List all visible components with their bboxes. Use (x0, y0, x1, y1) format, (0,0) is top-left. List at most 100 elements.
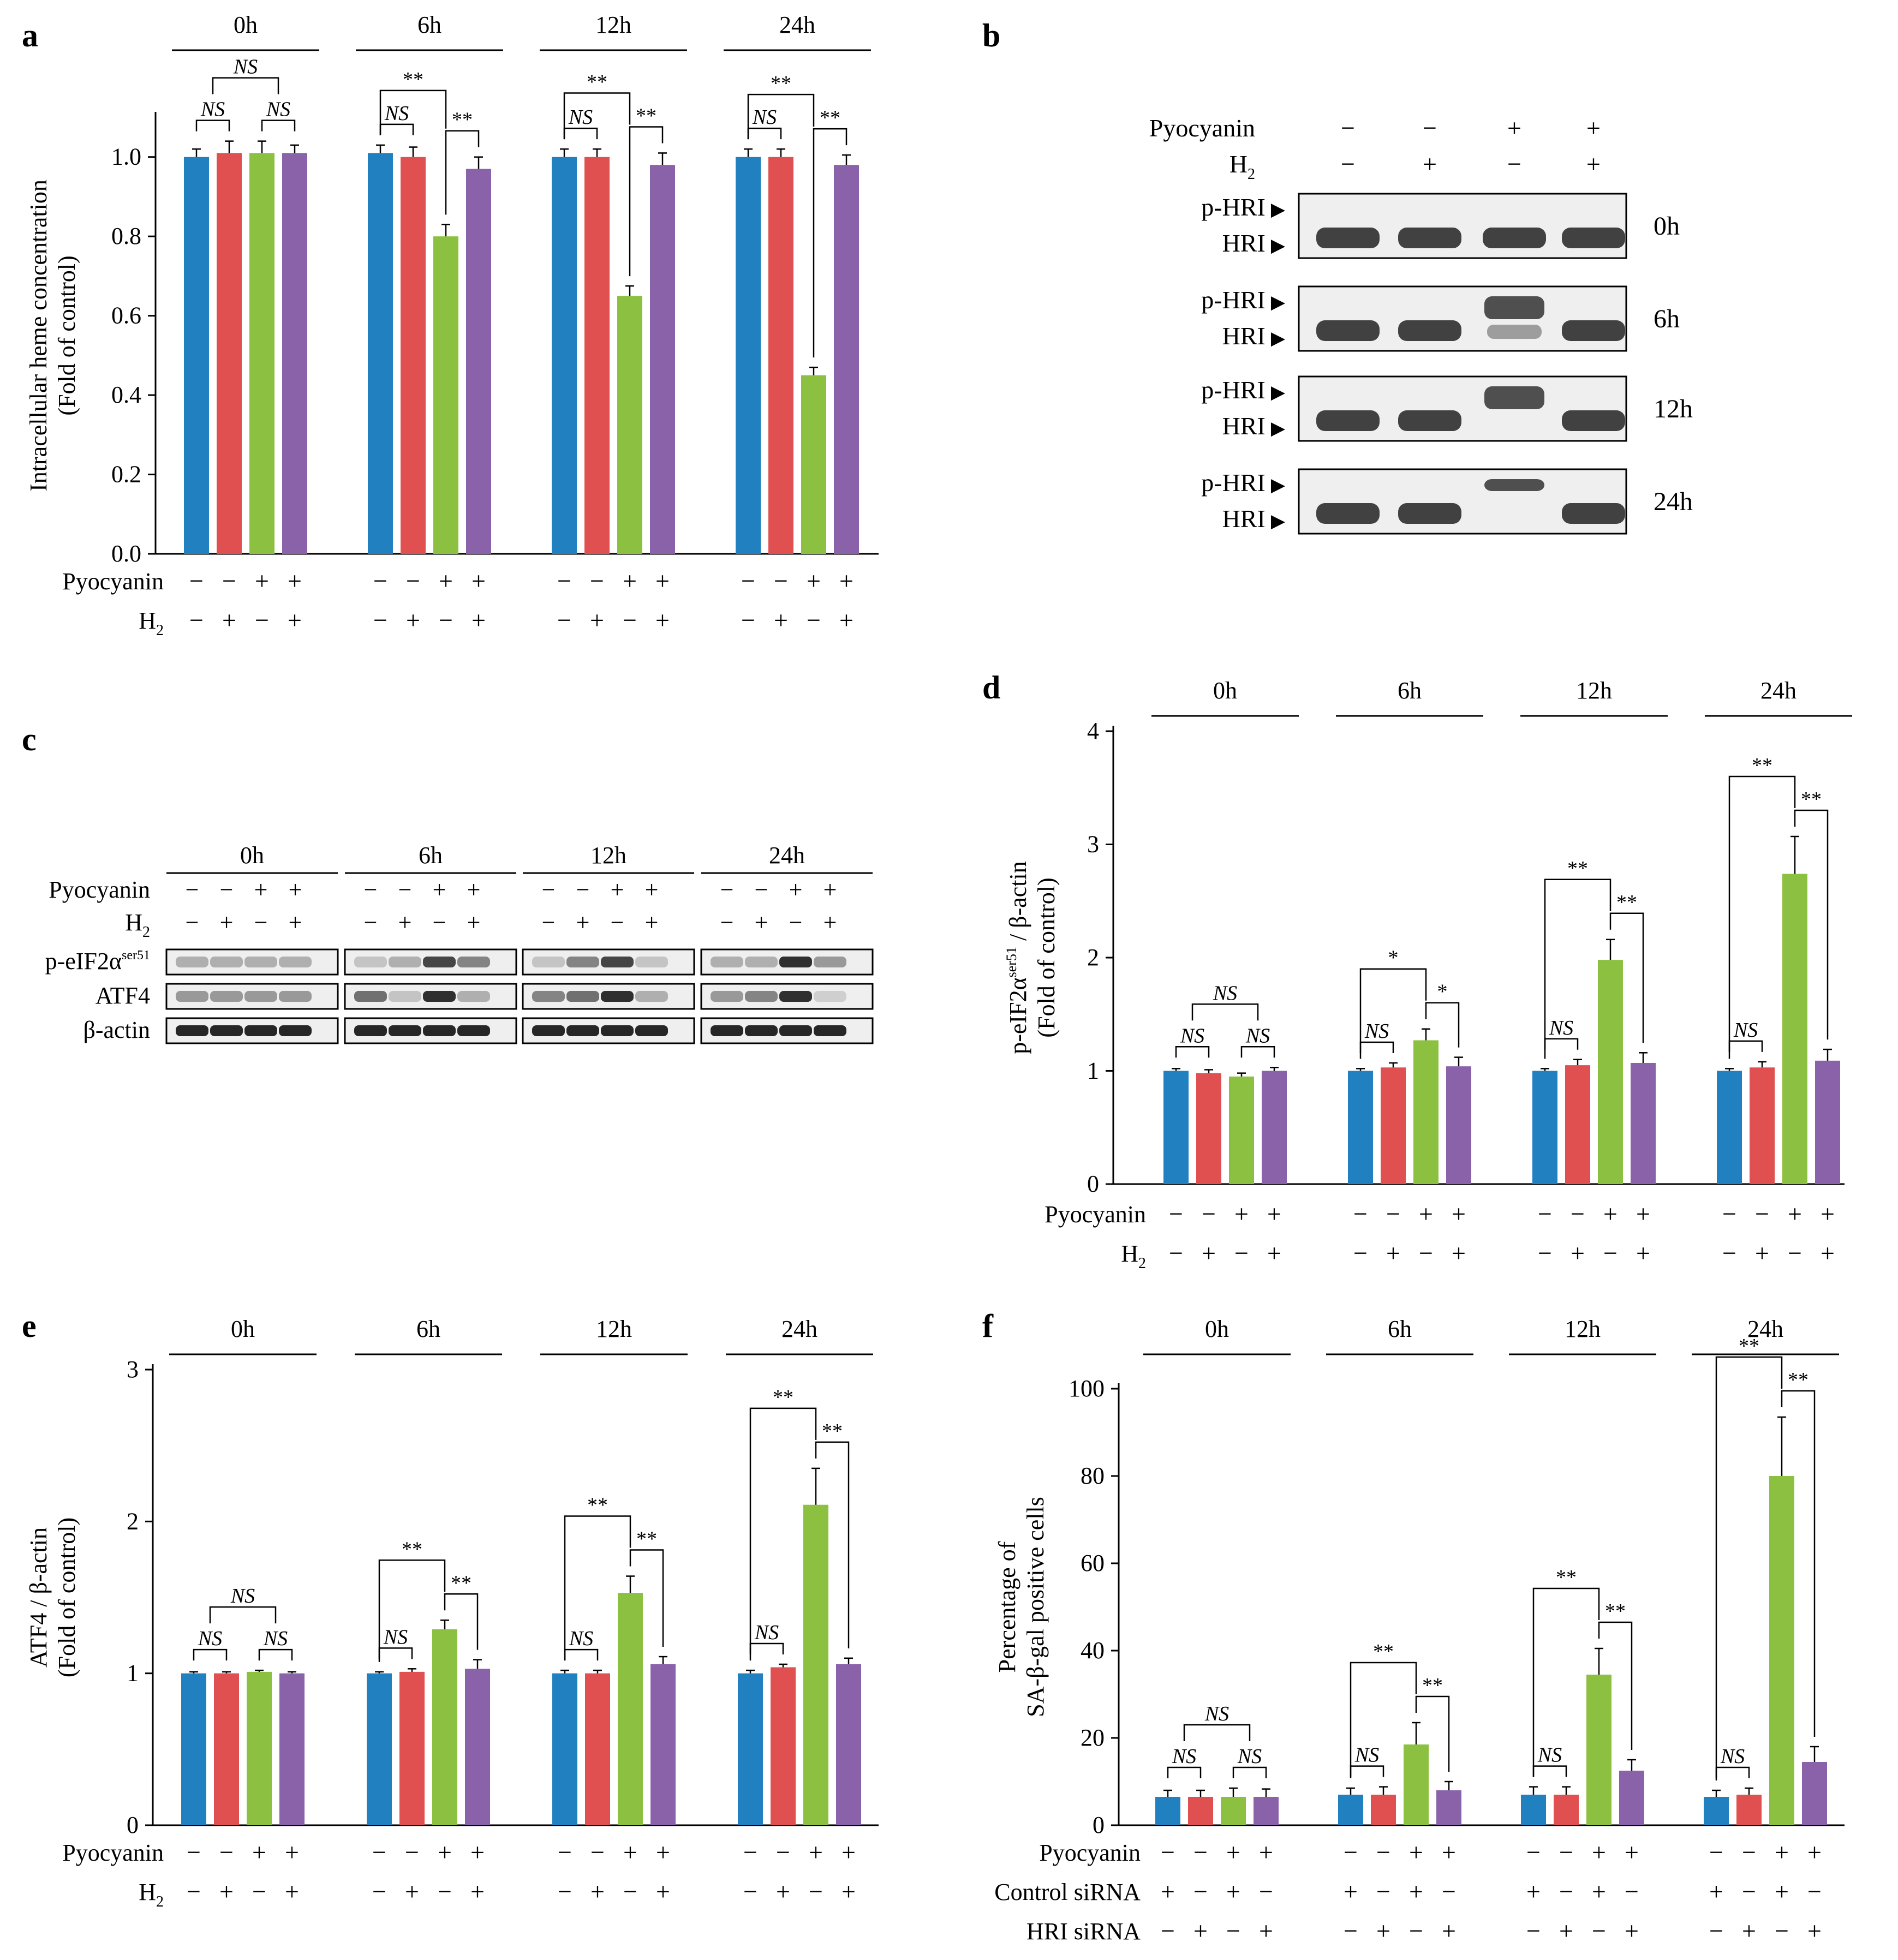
sig-bracket (815, 1441, 850, 1648)
condition-sign: + (1592, 1838, 1606, 1866)
sig-label: ** (587, 1494, 608, 1517)
condition-sign: − (558, 1838, 572, 1866)
blot-c-sign: − (254, 909, 268, 936)
condition-sign: + (1709, 1878, 1723, 1905)
sig-label: NS (1720, 1745, 1745, 1768)
sig-label: ** (820, 106, 840, 129)
condition-sign: + (439, 567, 453, 595)
bar-green-0h (1229, 1076, 1254, 1184)
group-header-12h: 12h (1576, 677, 1612, 704)
condition-sign: + (288, 567, 302, 595)
band-hri (1562, 503, 1625, 524)
group-header-24h: 24h (1760, 677, 1796, 704)
blot-c-band (601, 957, 634, 967)
sig-label: ** (1556, 1566, 1577, 1589)
condition-sign: + (1419, 1200, 1433, 1228)
sig-label: ** (452, 109, 473, 132)
condition-sign: + (1409, 1838, 1423, 1866)
condition-sign: − (405, 1838, 419, 1866)
condition-sign: − (1161, 1917, 1175, 1945)
blot-c-band (566, 1025, 599, 1036)
condition-sign: + (655, 567, 670, 595)
blot-c-condition-label: H2 (125, 909, 150, 941)
condition-sign: + (285, 1838, 299, 1866)
bar-blue-0h (1163, 1071, 1189, 1184)
sig-bracket (1728, 775, 1796, 1059)
blot-c-sign: + (433, 876, 446, 903)
blot-c-sign: + (755, 909, 768, 936)
group-header-24h: 24h (1747, 1316, 1783, 1342)
bar-purple-6h (465, 1669, 490, 1825)
bar-blue-12h (552, 1673, 577, 1825)
y-tick-label: 1 (1087, 1057, 1099, 1084)
blot-c-sign: − (186, 909, 199, 936)
blot-c-band (244, 991, 277, 1002)
condition-label-1: H2 (1121, 1240, 1146, 1272)
sig-bracket (1350, 1765, 1384, 1777)
blot-c-sign: + (823, 909, 837, 936)
bar-red-24h (768, 157, 793, 554)
blot-b-label-phospho: p-HRI ▶ (1201, 286, 1286, 314)
blot-b-sign: + (1507, 114, 1521, 142)
blot-c-band (210, 1025, 243, 1036)
sig-bracket-outer (1183, 1724, 1251, 1741)
condition-sign: + (1193, 1917, 1208, 1945)
bar-purple-24h (1815, 1060, 1840, 1184)
group-header-0h: 0h (234, 11, 258, 38)
condition-sign: − (372, 1838, 386, 1866)
bar-purple-12h (1619, 1771, 1644, 1825)
bar-green-24h (1769, 1476, 1794, 1825)
blot-c-band (244, 1025, 277, 1036)
sig-bracket (1240, 1046, 1275, 1058)
band-hri (1398, 320, 1461, 341)
sig-label: NS (233, 56, 258, 79)
condition-sign: − (557, 606, 571, 634)
condition-sign: + (1409, 1878, 1423, 1905)
sig-label: NS (384, 102, 409, 125)
blot-c-sign: + (398, 909, 412, 936)
panel-a: a 0.0 0.2 0.4 0.6 0.8 1.0 Intracellular heme co… (22, 11, 879, 639)
blot-b-label-total: HRI ▶ (1222, 412, 1286, 440)
blot-c-band (176, 957, 208, 967)
sig-bracket (261, 119, 296, 132)
sig-label: NS (569, 1627, 593, 1650)
condition-sign: + (219, 1878, 234, 1905)
sig-label: * (1437, 981, 1448, 1003)
sig-bracket (1544, 1038, 1579, 1050)
blot-b-time-0h: 0h (1654, 212, 1680, 241)
condition-sign: − (1775, 1917, 1789, 1945)
blot-c-band (711, 957, 743, 967)
blot-c-sign: − (433, 909, 446, 936)
bar-green-6h (1404, 1744, 1429, 1825)
blot-c-band (532, 957, 565, 967)
condition-sign: − (774, 567, 788, 595)
condition-sign: + (590, 1878, 605, 1905)
blot-c-time-0h: 0h (240, 842, 264, 869)
condition-sign: + (471, 606, 486, 634)
blot-c-sign: + (611, 876, 624, 903)
bar-green-6h (432, 1629, 457, 1825)
blot-c-band (532, 1025, 565, 1036)
condition-sign: + (1625, 1838, 1639, 1866)
bar-blue-12h (552, 157, 577, 554)
blot-c-time-6h: 6h (419, 842, 443, 869)
blot-c-sign: + (289, 876, 302, 903)
condition-sign: + (1202, 1239, 1216, 1267)
condition-sign: − (809, 1878, 823, 1905)
condition-sign: − (1344, 1838, 1358, 1866)
condition-sign: − (557, 567, 571, 595)
condition-sign: − (743, 1838, 757, 1866)
band-hri (1316, 410, 1380, 431)
condition-sign: − (1603, 1239, 1618, 1267)
blot-c-band (210, 957, 243, 967)
blot-b-sign: − (1423, 114, 1437, 142)
sig-bracket-outer (1191, 1003, 1259, 1021)
bar-purple-0h (1262, 1071, 1287, 1184)
sig-bracket (1415, 1695, 1450, 1772)
panel-letter-a: a (22, 17, 38, 53)
sig-bracket (563, 127, 598, 140)
panel-letter-b: b (982, 17, 1000, 53)
condition-sign: − (1193, 1838, 1208, 1866)
condition-sign: − (1259, 1878, 1273, 1905)
